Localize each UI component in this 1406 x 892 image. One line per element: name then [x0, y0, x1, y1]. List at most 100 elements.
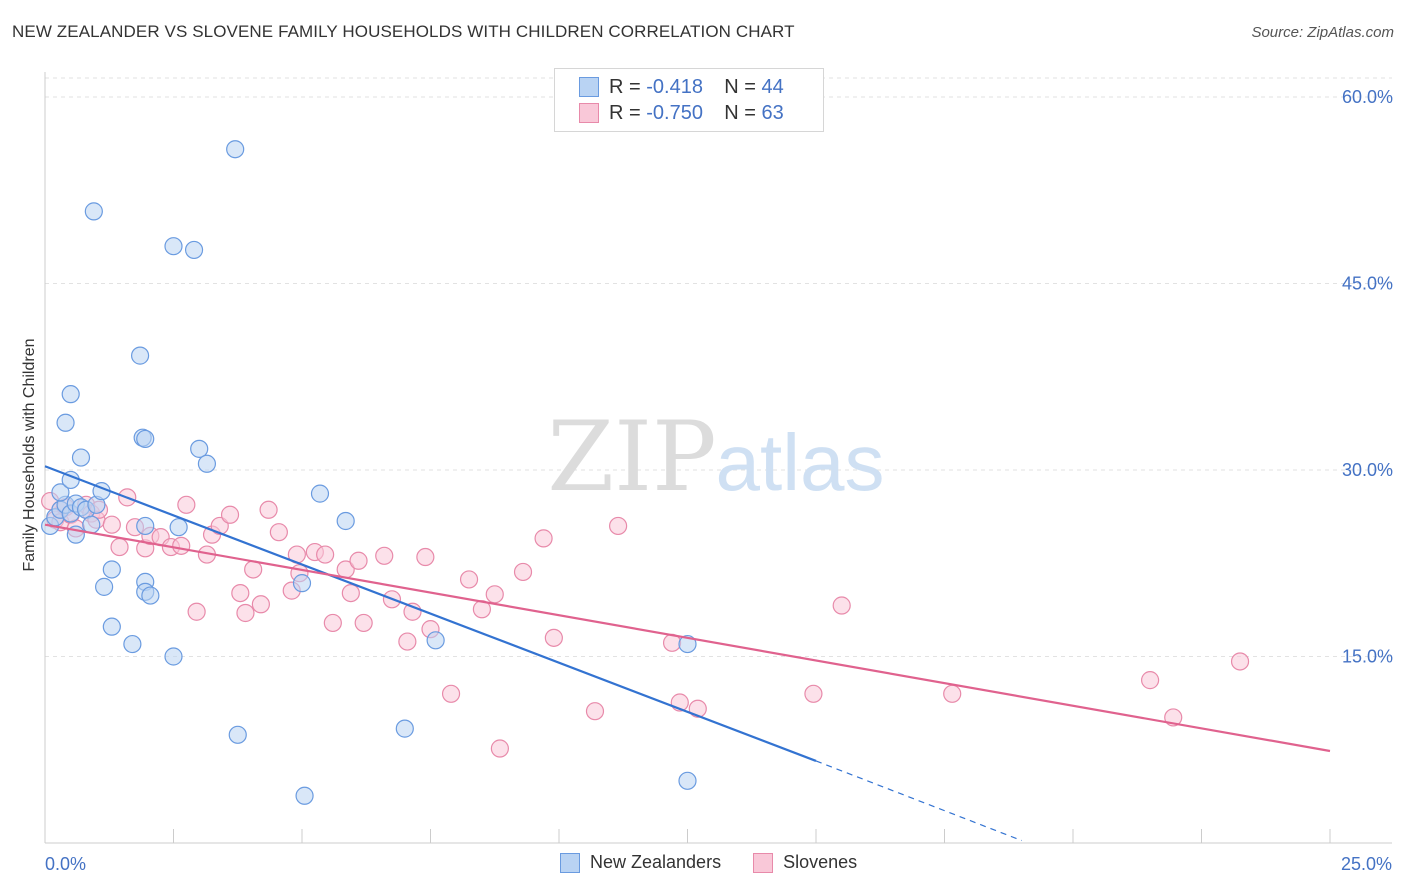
legend-r-value: -0.750	[646, 101, 703, 124]
data-point	[164, 237, 183, 256]
data-point	[832, 596, 851, 615]
data-point	[95, 577, 114, 596]
data-point	[349, 551, 368, 570]
legend-swatch-blue	[579, 77, 599, 97]
trend-line	[44, 465, 817, 762]
data-point	[136, 516, 155, 536]
legend-r-label: R =	[609, 101, 641, 124]
data-point	[678, 634, 697, 654]
legend-label: Slovenes	[783, 852, 858, 872]
y-tick-label: 15.0%	[1342, 647, 1393, 667]
data-point	[102, 560, 121, 579]
data-point	[84, 202, 103, 221]
legend-swatch-pink	[579, 103, 599, 123]
data-point	[354, 613, 373, 633]
data-point	[1230, 652, 1250, 671]
data-point	[336, 511, 355, 531]
data-point	[71, 448, 91, 467]
data-point	[395, 719, 414, 738]
data-point	[187, 602, 206, 621]
data-point	[310, 484, 330, 503]
data-point	[316, 545, 335, 564]
data-point	[441, 684, 461, 703]
data-point	[269, 523, 288, 542]
legend-n-value: 63	[761, 101, 784, 124]
data-point	[534, 529, 553, 548]
data-point	[585, 702, 605, 721]
x-tick-label-max: 25.0%	[1341, 854, 1392, 874]
data-point	[459, 570, 479, 589]
data-point	[164, 647, 183, 666]
data-point	[110, 537, 129, 557]
data-point	[416, 547, 435, 567]
data-point	[513, 562, 533, 582]
data-point	[61, 385, 80, 404]
legend-n-label: N =	[724, 101, 756, 124]
data-point	[190, 439, 209, 458]
legend-r-label: R =	[609, 75, 641, 98]
data-point	[292, 574, 312, 593]
data-point	[678, 771, 697, 790]
trend-lines	[44, 465, 1331, 842]
data-point	[943, 684, 962, 703]
data-point	[56, 413, 75, 432]
legend-item-slovenes[interactable]: Slovenes	[753, 852, 857, 873]
series-slovenes	[41, 488, 1250, 758]
y-tick-labels: 15.0% 30.0% 45.0% 60.0%	[1342, 87, 1393, 667]
data-point	[236, 603, 255, 623]
data-point	[375, 546, 394, 565]
y-tick-label: 30.0%	[1342, 460, 1393, 480]
data-point	[544, 628, 563, 647]
data-point	[609, 516, 628, 536]
data-point	[141, 586, 160, 605]
data-point	[169, 518, 188, 537]
legend-row-new-zealanders: R = -0.418 N = 44	[579, 75, 784, 99]
watermark: ZIP atlas	[547, 401, 884, 513]
data-point	[136, 429, 155, 449]
x-tick-labels: 0.0% 25.0%	[45, 854, 1392, 874]
watermark-zip: ZIP	[547, 401, 716, 513]
x-tick-label-min: 0.0%	[45, 854, 86, 874]
data-point	[226, 140, 245, 159]
y-tick-label: 45.0%	[1342, 274, 1393, 294]
legend-label: New Zealanders	[590, 852, 722, 872]
data-point	[1140, 671, 1160, 690]
chart-title: NEW ZEALANDER VS SLOVENE FAMILY HOUSEHOL…	[12, 22, 795, 41]
data-point	[177, 495, 196, 514]
data-point	[259, 500, 278, 519]
data-point	[228, 725, 247, 744]
source-label: Source: ZipAtlas.com	[1251, 24, 1394, 41]
legend-row-slovenes: R = -0.750 N = 63	[579, 101, 784, 125]
data-point	[426, 631, 445, 650]
stats-legend: R = -0.418 N = 44 R = -0.750 N = 63	[554, 68, 824, 132]
legend-swatch-pink	[753, 852, 774, 873]
data-point	[341, 583, 360, 603]
data-point	[82, 515, 101, 534]
data-point	[172, 536, 191, 555]
data-point	[197, 454, 217, 473]
data-point	[485, 585, 504, 604]
y-tick-label: 60.0%	[1342, 87, 1393, 107]
data-point	[51, 483, 70, 502]
data-point	[323, 613, 342, 633]
trend-line	[44, 523, 1331, 753]
data-point	[398, 632, 417, 651]
data-point	[102, 515, 121, 534]
axes	[44, 72, 1392, 844]
data-point	[130, 346, 150, 365]
watermark-atlas: atlas	[716, 418, 885, 507]
legend-n-value: 44	[761, 75, 784, 98]
legend-item-new-zealanders[interactable]: New Zealanders	[560, 852, 721, 873]
trend-line-extension	[815, 760, 1022, 842]
legend-swatch-blue	[560, 852, 580, 873]
data-point	[804, 684, 823, 703]
data-point	[490, 739, 509, 758]
data-point	[251, 595, 270, 614]
series-legend: New Zealanders Slovenes	[560, 852, 889, 873]
data-point	[184, 240, 204, 260]
data-point	[220, 505, 240, 524]
legend-r-value: -0.418	[646, 75, 703, 98]
legend-n-label: N =	[724, 75, 756, 98]
data-point	[102, 617, 121, 636]
